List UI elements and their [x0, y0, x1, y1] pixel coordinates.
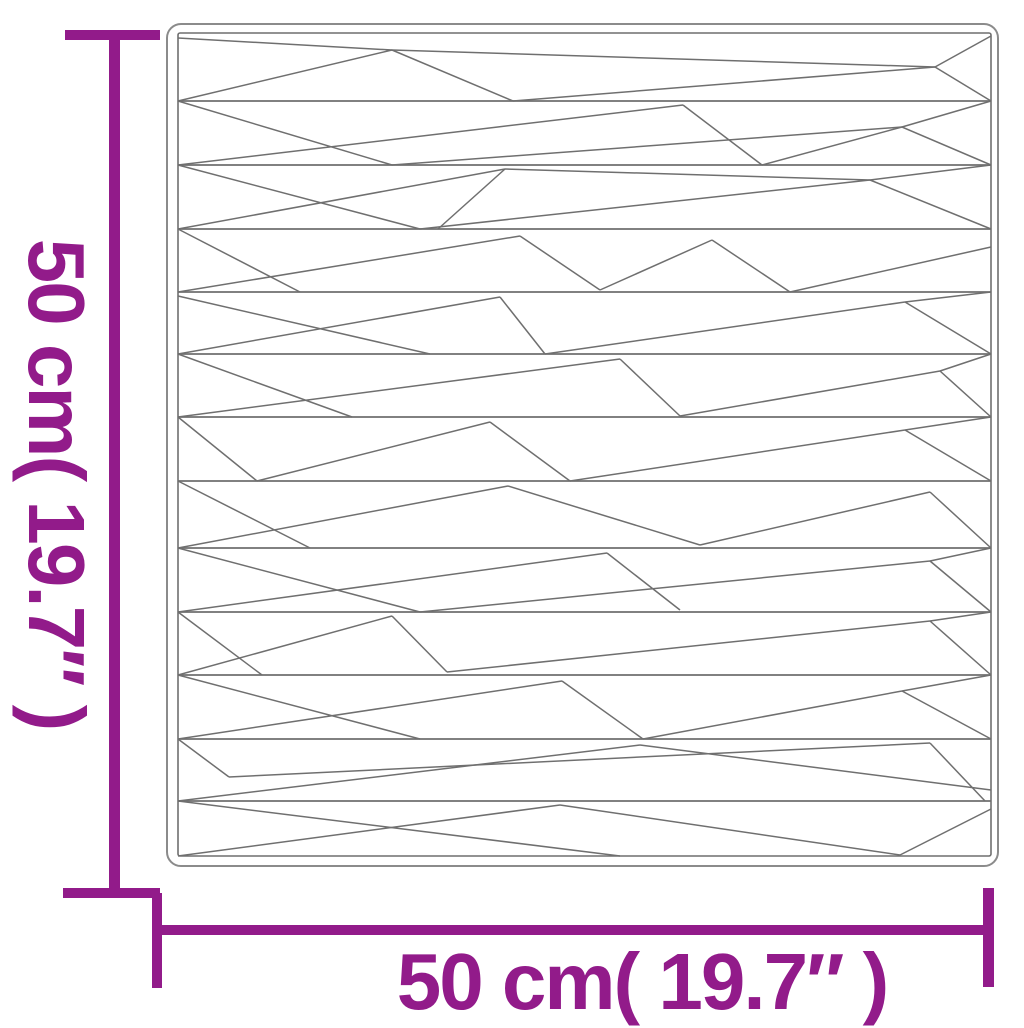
pattern-line — [929, 560, 992, 613]
pattern-line — [177, 168, 506, 230]
pattern-line — [177, 674, 421, 740]
pattern-line — [177, 680, 563, 740]
pattern-line — [437, 168, 506, 230]
pattern-line — [177, 295, 431, 355]
pattern-line — [934, 35, 992, 68]
pattern-line — [177, 552, 608, 613]
pattern-line — [869, 164, 992, 181]
pattern-line — [904, 416, 992, 431]
width-dimension-line — [156, 925, 986, 935]
pattern-line — [177, 611, 263, 676]
pattern-line — [391, 615, 448, 673]
pattern-line — [682, 104, 763, 166]
pattern-line — [899, 808, 992, 856]
pattern-line — [177, 416, 258, 482]
pattern-line — [559, 804, 901, 856]
pattern-line — [228, 742, 931, 778]
pattern-line — [699, 491, 931, 546]
pattern-line — [177, 49, 393, 102]
pattern-line — [869, 179, 992, 230]
pattern-line — [512, 66, 936, 102]
pattern-line — [904, 291, 992, 303]
pattern-line — [929, 491, 992, 549]
pattern-line — [929, 611, 992, 622]
pattern-line — [177, 480, 311, 549]
pattern-line — [939, 370, 992, 418]
pattern-line — [177, 228, 301, 293]
pattern-line — [761, 126, 903, 166]
pattern-line — [606, 552, 681, 611]
pattern-line — [177, 615, 393, 676]
pattern-line — [642, 690, 903, 740]
pattern-line — [929, 547, 992, 562]
pattern-line — [177, 744, 641, 802]
pattern-line — [256, 421, 491, 482]
pattern-line — [499, 296, 546, 355]
pattern-line — [177, 353, 353, 418]
pattern-line — [519, 235, 601, 291]
pattern-line — [904, 301, 992, 355]
width-dimension-label: 50 cm( 19.7″ ) — [396, 937, 890, 1026]
pattern-line — [177, 235, 521, 293]
width-dimension-left-cap — [152, 893, 162, 988]
pattern-line — [904, 429, 992, 482]
pattern-line — [177, 358, 621, 418]
width-dimension-right-cap — [983, 888, 994, 987]
pattern-line — [177, 804, 561, 857]
pattern-line — [177, 800, 621, 857]
pattern-line — [419, 560, 931, 613]
height-dimension-bottom-cap — [63, 888, 160, 898]
pattern-line — [446, 620, 931, 673]
pattern-line — [391, 49, 514, 102]
pattern-line — [639, 744, 992, 791]
panel-pattern — [177, 35, 992, 857]
height-dimension-label: 50 cm( 19.7″ ) — [12, 238, 101, 730]
pattern-line — [901, 690, 992, 740]
panel-pattern-border — [177, 32, 992, 857]
pattern-line — [489, 421, 571, 482]
pattern-line — [929, 620, 992, 676]
pattern-line — [177, 547, 421, 613]
pattern-line — [679, 370, 941, 417]
pattern-line — [901, 126, 992, 166]
pattern-line — [177, 164, 421, 230]
pattern-line — [929, 742, 986, 802]
pattern-line — [599, 239, 713, 291]
pattern-line — [569, 429, 906, 482]
pattern-line — [561, 680, 644, 740]
pattern-line — [939, 353, 992, 372]
pattern-line — [711, 239, 791, 293]
pattern-line — [177, 738, 230, 778]
pattern-line — [619, 358, 681, 417]
pattern-line — [177, 100, 393, 166]
pattern-line — [391, 49, 936, 68]
height-dimension-line — [109, 30, 120, 898]
pattern-line — [177, 485, 509, 549]
pattern-line — [391, 126, 903, 166]
pattern-line — [419, 179, 871, 230]
pattern-line — [504, 168, 871, 181]
pattern-line — [789, 246, 992, 293]
pattern-line — [177, 296, 501, 355]
pattern-line — [901, 100, 992, 128]
pattern-line — [507, 485, 701, 546]
pattern-line — [934, 66, 992, 102]
pattern-line — [177, 104, 684, 166]
panel-outline — [166, 23, 999, 867]
pattern-line — [544, 301, 906, 355]
pattern-line — [901, 674, 992, 692]
pattern-line — [177, 37, 393, 51]
